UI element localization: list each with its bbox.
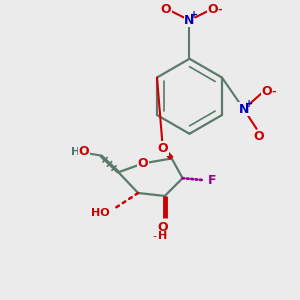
Text: O: O (158, 142, 168, 155)
Text: O: O (253, 130, 264, 143)
Text: -: - (218, 4, 222, 14)
Text: -: - (153, 231, 157, 242)
Text: +: + (190, 10, 199, 20)
Text: H: H (158, 231, 167, 242)
Text: N: N (184, 14, 195, 27)
Text: HO: HO (91, 208, 110, 218)
Text: O: O (79, 145, 89, 158)
Text: O: O (138, 157, 148, 170)
Text: +: + (244, 99, 253, 109)
Text: O: O (160, 3, 171, 16)
Text: O: O (158, 221, 168, 234)
Text: N: N (238, 103, 249, 116)
Text: O: O (261, 85, 272, 98)
Text: F: F (208, 174, 216, 187)
Text: O: O (208, 3, 218, 16)
Text: -: - (271, 86, 276, 96)
Text: H: H (71, 146, 81, 157)
